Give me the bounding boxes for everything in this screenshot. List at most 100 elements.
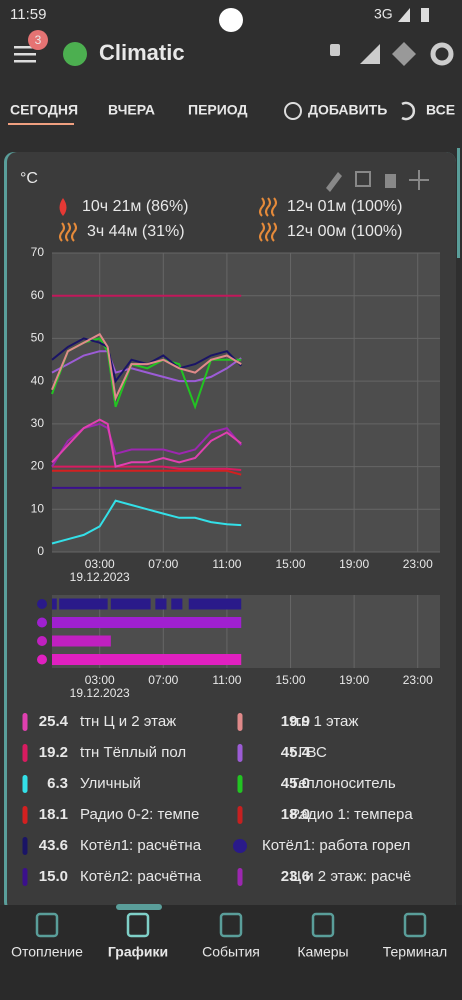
- x-tick-label: 03:00: [85, 557, 115, 571]
- x-tick-label: 11:00: [212, 557, 241, 571]
- menu-line: [14, 53, 36, 56]
- menu-line: [14, 60, 36, 63]
- settings-icon[interactable]: [430, 42, 454, 66]
- wifi-icon[interactable]: [392, 42, 416, 66]
- series-line: [51, 499, 242, 545]
- x-tick-label: 19:00: [339, 557, 369, 571]
- card-actions: [326, 170, 429, 192]
- legend-value: 18.1: [39, 806, 68, 823]
- nav-icon[interactable]: [126, 912, 150, 938]
- series-line: [51, 332, 242, 402]
- x-tick-label: 23:00: [403, 673, 433, 687]
- x-tick-label: 07:00: [148, 673, 178, 687]
- status-dot: [63, 42, 87, 66]
- nav-label[interactable]: Терминал: [383, 944, 447, 960]
- timeline-segment: [52, 654, 242, 665]
- series-line: [52, 465, 242, 471]
- heat-icon: [259, 222, 277, 242]
- y-tick-label: 40: [31, 373, 45, 387]
- scrollbar: [457, 148, 460, 258]
- status-network: 3G: [374, 6, 393, 22]
- timeline-segment: [59, 598, 108, 610]
- x-tick-label: 03:00: [85, 673, 115, 687]
- signal-icon[interactable]: [360, 44, 380, 64]
- legend-swatch: [237, 775, 243, 793]
- legend-name: Котёл2: расчётна: [80, 868, 202, 885]
- heat-icon: [259, 197, 277, 217]
- nav-label[interactable]: Отопление: [11, 944, 83, 960]
- timeline-segment: [110, 598, 151, 610]
- edit-icon[interactable]: [326, 172, 342, 192]
- row-marker: [37, 636, 47, 646]
- toolbar-icons: [330, 42, 454, 66]
- signal-icon: [398, 8, 410, 22]
- legend-name: tтн Ц и 2 этаж: [80, 713, 176, 730]
- nav-icon[interactable]: [311, 912, 335, 938]
- status-time: 11:59: [10, 6, 46, 23]
- y-tick-label: 10: [31, 501, 45, 515]
- plot-area: [52, 253, 440, 552]
- heat-icon: [59, 222, 77, 242]
- y-tick-label: 0: [37, 544, 44, 558]
- menu-button[interactable]: [14, 46, 36, 63]
- legend-value: 18.0: [281, 806, 310, 823]
- nav-label[interactable]: Камеры: [297, 944, 348, 960]
- legend-name: Теплоноситель: [290, 775, 396, 792]
- legend-name: Уличный: [80, 775, 141, 792]
- stat: 10ч 21м (86%): [82, 198, 189, 215]
- flame-icon: [59, 198, 67, 216]
- fullscreen-icon[interactable]: [355, 171, 371, 187]
- timeline-segment: [52, 635, 111, 647]
- timeline-segment: [188, 598, 242, 610]
- y-tick-label: 70: [31, 245, 45, 259]
- nav-icon[interactable]: [35, 912, 59, 938]
- legend-value: 45.0: [281, 775, 310, 792]
- nav-icon[interactable]: [403, 912, 427, 938]
- legend-name: Котёл1: работа горел: [262, 837, 410, 854]
- legend-swatch: [22, 806, 28, 824]
- legend-name: tтн 1 этаж: [290, 713, 358, 730]
- tab[interactable]: ДОБАВИТЬ: [308, 102, 387, 118]
- camera-cutout: [219, 8, 243, 32]
- series-line: [51, 350, 242, 383]
- row-marker: [37, 617, 47, 628]
- move-icon[interactable]: [409, 170, 429, 190]
- legend-swatch: [22, 775, 28, 793]
- series-line: [51, 337, 242, 384]
- stat: 12ч 00м (100%): [287, 223, 402, 240]
- series-line: [52, 469, 242, 476]
- badge-count: 3: [35, 33, 42, 47]
- battery-icon: [421, 8, 429, 22]
- legend-value: 43.6: [39, 837, 68, 854]
- legend-name: Радио 0-2: темпе: [80, 806, 199, 823]
- tab[interactable]: СЕГОДНЯ: [10, 102, 78, 118]
- app-title: Climatic: [99, 40, 185, 65]
- nav-label[interactable]: Графики: [108, 944, 168, 960]
- tab-underline: [8, 123, 74, 125]
- legend-swatch: [22, 744, 28, 762]
- delete-icon[interactable]: [385, 174, 396, 188]
- plug-icon[interactable]: [330, 44, 340, 56]
- menu-line: [14, 46, 36, 49]
- tab[interactable]: ВЧЕРА: [108, 102, 155, 118]
- legend-name: Ц и 2 этаж: расчё: [290, 868, 411, 885]
- date-label: 19.12.2023: [70, 570, 130, 584]
- legend-swatch: [233, 839, 247, 853]
- badge: [28, 30, 48, 50]
- legend-swatch: [22, 713, 28, 731]
- refresh-icon[interactable]: [401, 101, 416, 121]
- legend-name: tтн Тёплый пол: [80, 744, 186, 761]
- add-icon[interactable]: [284, 102, 302, 120]
- nav-label[interactable]: События: [202, 944, 260, 960]
- x-tick-label: 19:00: [339, 673, 369, 687]
- legend-value: 45.4: [281, 744, 311, 761]
- timeline-segment: [52, 617, 242, 628]
- tab[interactable]: ПЕРИОД: [188, 102, 248, 118]
- legend-swatch: [237, 744, 243, 762]
- tab[interactable]: ВСЕ: [426, 102, 455, 118]
- stat: 12ч 01м (100%): [287, 198, 402, 215]
- nav-indicator: [116, 904, 162, 910]
- nav-icon[interactable]: [219, 912, 243, 938]
